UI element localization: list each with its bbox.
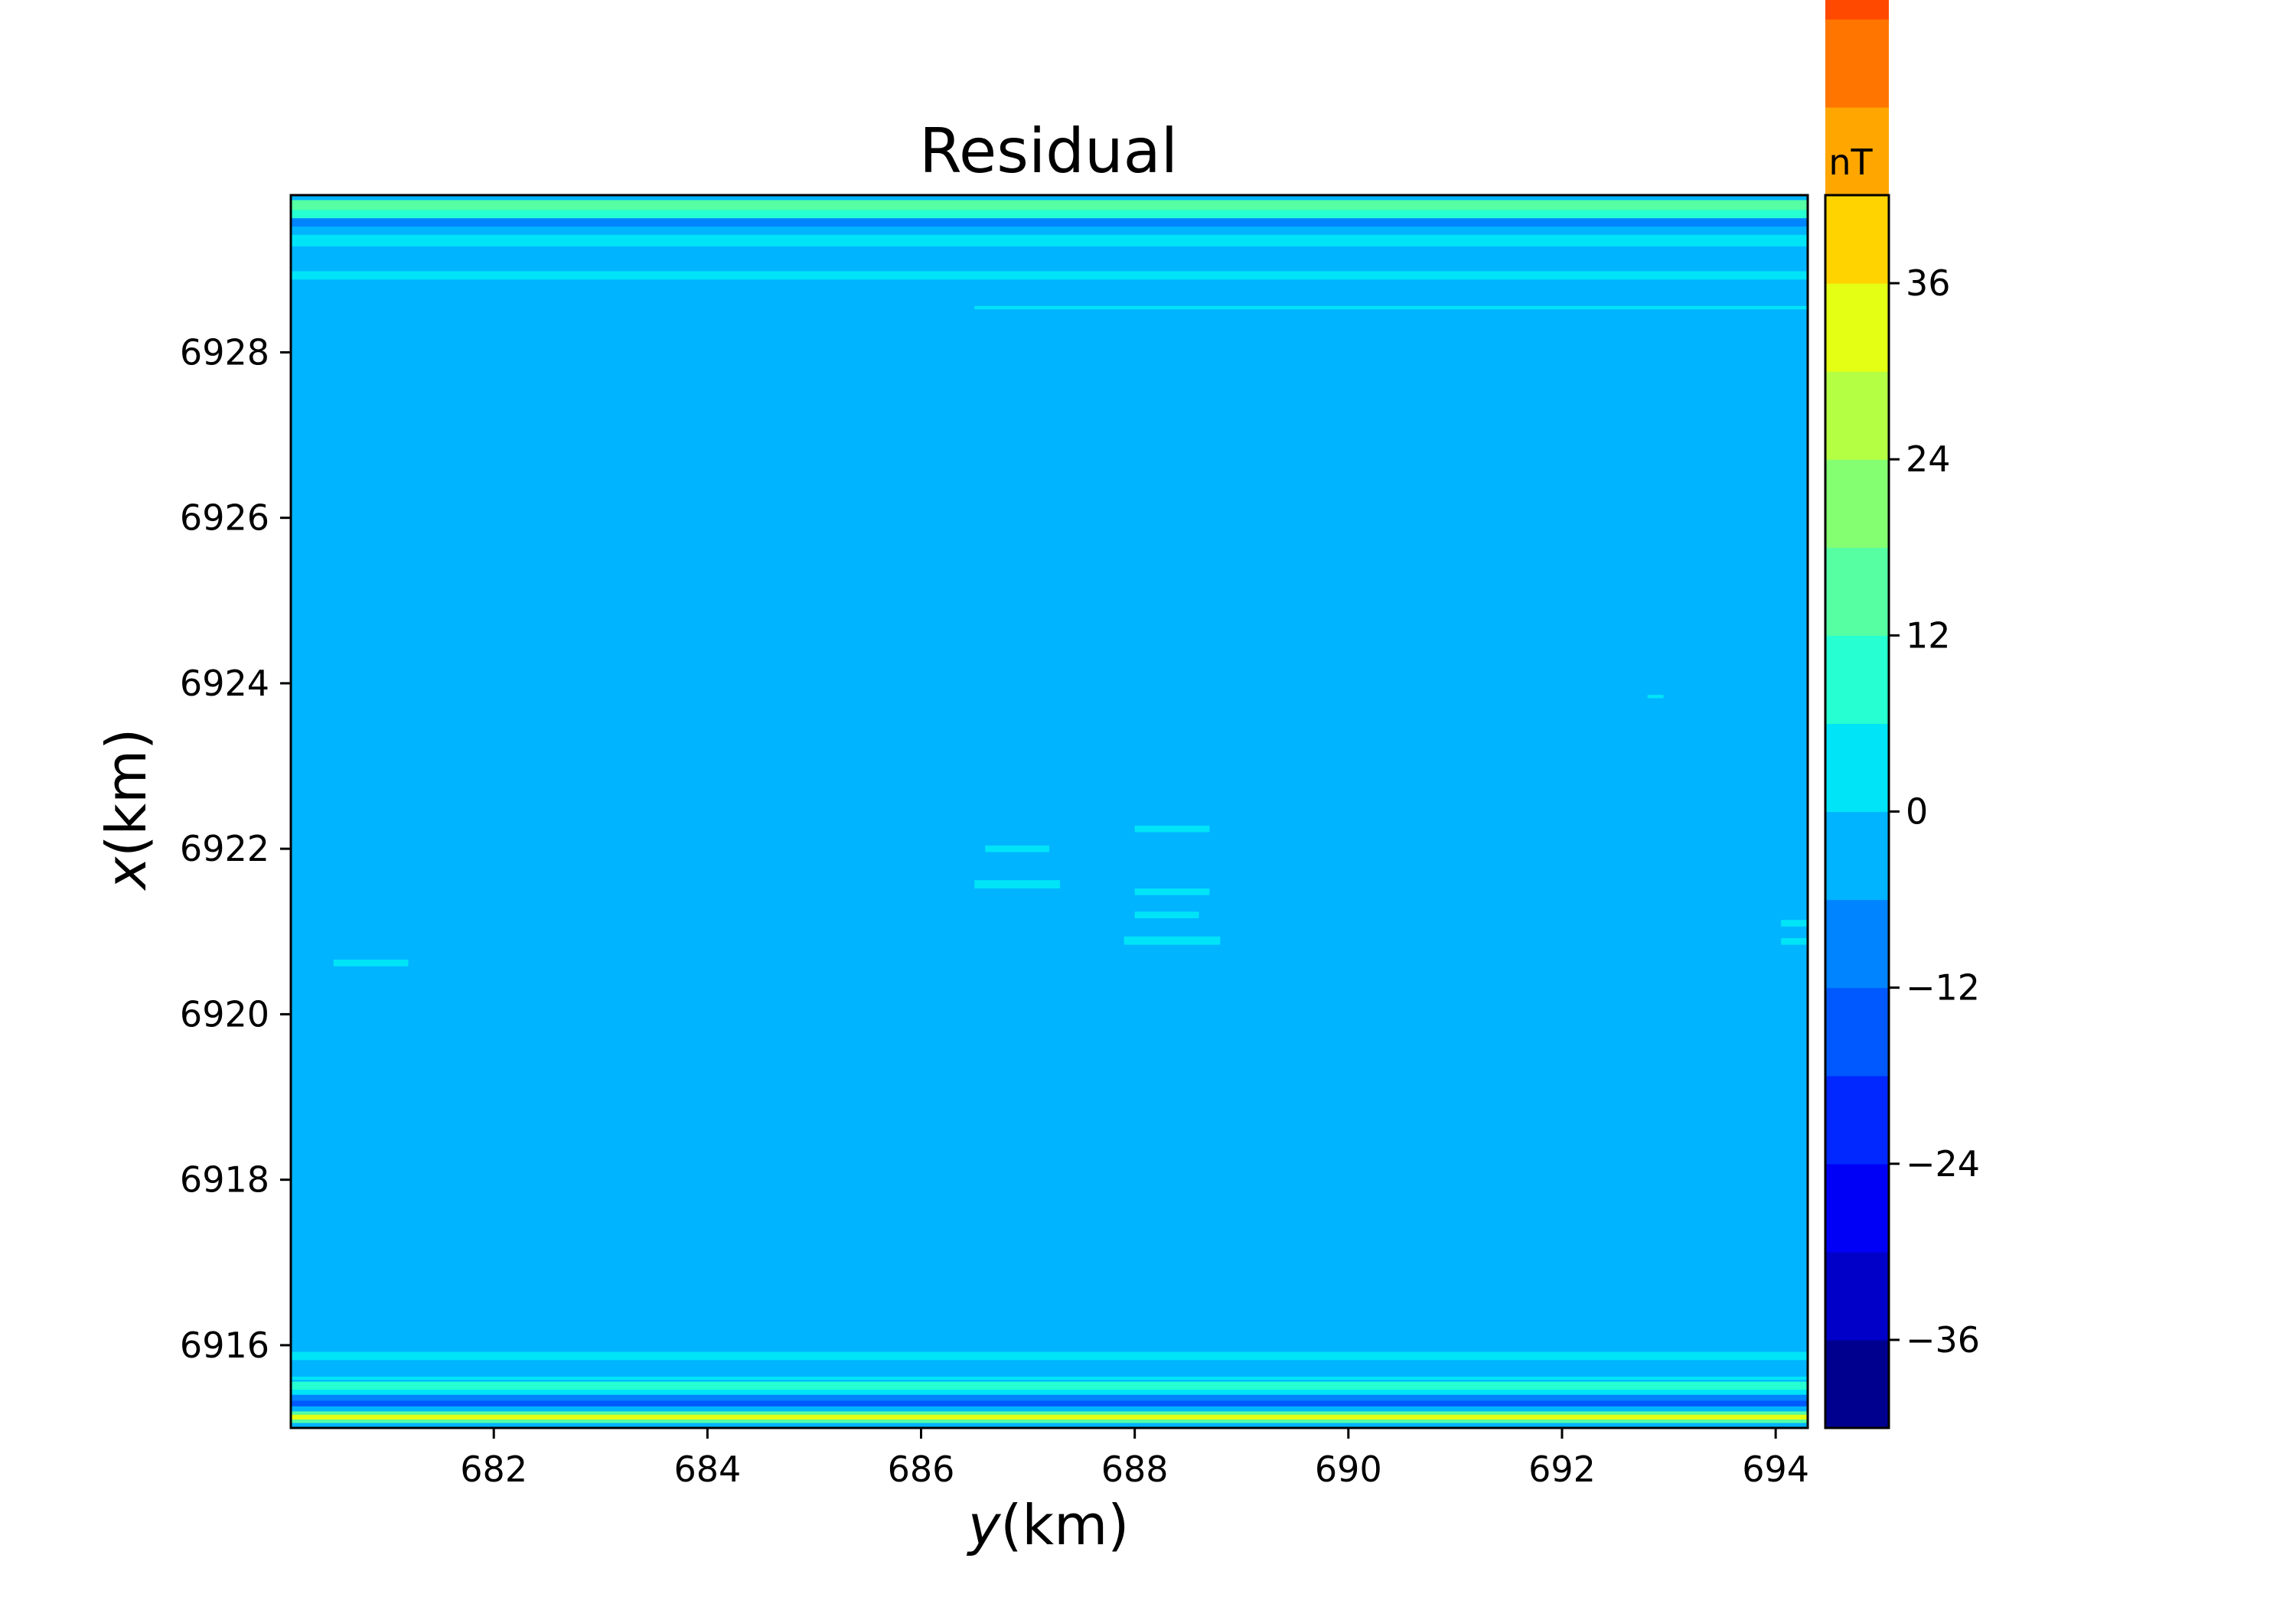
y-axis-label-var: x bbox=[94, 856, 158, 891]
colorbar-tick-label: 24 bbox=[1906, 438, 1951, 480]
y-tick-label: 6926 bbox=[180, 497, 269, 539]
heatmap-band bbox=[291, 1411, 1808, 1415]
colorbar-tick-label: −36 bbox=[1906, 1319, 1980, 1361]
heatmap-band bbox=[1647, 695, 1664, 699]
heatmap-band bbox=[333, 960, 409, 966]
y-tick-label: 6916 bbox=[180, 1325, 269, 1366]
x-tick-label: 684 bbox=[673, 1449, 741, 1490]
colorbar-segment bbox=[1825, 459, 1889, 548]
colorbar-tick-label: −24 bbox=[1906, 1143, 1980, 1185]
heatmap-band bbox=[291, 1420, 1808, 1423]
y-tick-label: 6922 bbox=[180, 828, 269, 869]
heatmap-band bbox=[1124, 936, 1221, 945]
heatmap-band bbox=[291, 227, 1808, 235]
heatmap-band bbox=[291, 271, 1808, 280]
heatmap-band bbox=[291, 1376, 1808, 1380]
colorbar-tick-label: −12 bbox=[1906, 967, 1980, 1009]
x-axis-label-unit: (km) bbox=[1000, 1493, 1129, 1557]
heatmap-band bbox=[1134, 911, 1199, 918]
colorbar-segment bbox=[1825, 371, 1889, 460]
x-tick-label: 688 bbox=[1101, 1449, 1169, 1490]
heatmap-band bbox=[1781, 920, 1808, 927]
colorbar-segment bbox=[1825, 811, 1889, 901]
y-tick-label: 6928 bbox=[180, 331, 269, 373]
colorbar-tick-label: 12 bbox=[1906, 614, 1951, 656]
y-tick-label: 6920 bbox=[180, 993, 269, 1035]
y-tick-label: 6924 bbox=[180, 663, 269, 704]
colorbar-segment bbox=[1825, 635, 1889, 725]
colorbar-tick-label: 36 bbox=[1906, 262, 1951, 304]
x-tick-label: 694 bbox=[1742, 1449, 1809, 1490]
colorbar-segment bbox=[1825, 899, 1889, 989]
colorbar-segment bbox=[1825, 1075, 1889, 1165]
colorbar-segment bbox=[1825, 723, 1889, 813]
y-axis-label-unit: (km) bbox=[94, 729, 158, 857]
heatmap-band bbox=[291, 1400, 1808, 1407]
heatmap-band bbox=[1134, 888, 1210, 895]
heatmap-band bbox=[291, 218, 1808, 227]
heatmap-band bbox=[1781, 937, 1808, 945]
y-axis-label: x(km) bbox=[94, 729, 158, 892]
x-tick-label: 686 bbox=[888, 1449, 955, 1490]
colorbar-unit-label: nT bbox=[1828, 142, 1873, 183]
colorbar: −36 −24 −12 0 12 24 36 bbox=[1824, 0, 1980, 1429]
heatmap-band bbox=[291, 1381, 1808, 1390]
y-tick-label: 6918 bbox=[180, 1159, 269, 1201]
colorbar-segment bbox=[1825, 1339, 1889, 1429]
colorbar-segment bbox=[1825, 195, 1889, 284]
heatmap-band bbox=[974, 305, 1808, 310]
colorbar-segment bbox=[1825, 987, 1889, 1077]
heatmap-band bbox=[985, 845, 1049, 852]
heatmap-band bbox=[291, 234, 1808, 247]
x-tick-label: 692 bbox=[1528, 1449, 1596, 1490]
heatmap-band bbox=[974, 880, 1060, 889]
heatmap-band bbox=[291, 210, 1808, 219]
x-axis-label-var: y bbox=[967, 1493, 1002, 1557]
chart-title: Residual bbox=[919, 116, 1178, 187]
plot-frame bbox=[289, 194, 1809, 1429]
heatmap-band bbox=[291, 1390, 1808, 1395]
heatmap-band bbox=[1134, 825, 1210, 833]
heatmap-background bbox=[291, 195, 1808, 1428]
heatmap-band bbox=[291, 1394, 1808, 1401]
colorbar-segment bbox=[1825, 547, 1889, 636]
colorbar-segment bbox=[1825, 283, 1889, 372]
heatmap-band bbox=[291, 1406, 1808, 1412]
heatmap-band bbox=[291, 1414, 1808, 1420]
colorbar-segment bbox=[1825, 106, 1889, 196]
colorbar-segment bbox=[1825, 1163, 1889, 1253]
x-tick-label: 682 bbox=[460, 1449, 527, 1490]
colorbar-segment bbox=[1825, 0, 1889, 20]
colorbar-segment bbox=[1825, 18, 1889, 108]
heatmap-plot: 682 684 686 688 690 692 694 6916 6918 6920 6922 692… bbox=[180, 194, 1809, 1490]
colorbar-segment bbox=[1825, 1251, 1889, 1341]
heatmap-band bbox=[291, 200, 1808, 210]
heatmap-band bbox=[291, 1423, 1808, 1428]
colorbar-tick-label: 0 bbox=[1906, 791, 1928, 833]
x-tick-label: 690 bbox=[1315, 1449, 1382, 1490]
heatmap-band bbox=[291, 1351, 1808, 1361]
x-axis-label: y(km) bbox=[967, 1493, 1130, 1557]
